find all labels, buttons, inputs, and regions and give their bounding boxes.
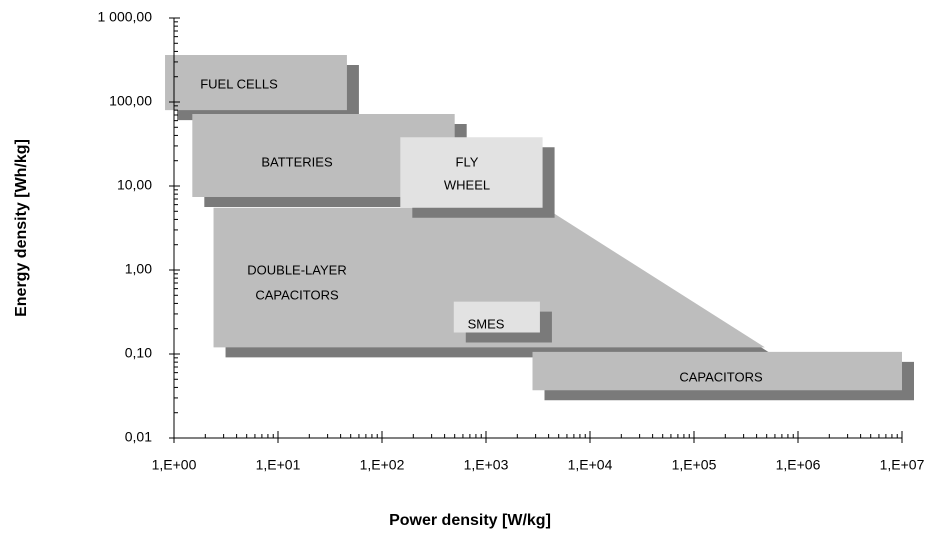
x-tick-label: 1,E+06 [776,457,821,473]
x-tick-label: 1,E+07 [880,457,925,473]
region-label: SMES [468,316,505,331]
region-label: CAPACITORS [679,369,763,384]
region-label: BATTERIES [261,154,333,169]
y-axis-title: Energy density [Wh/kg] [13,139,30,317]
region-label: WHEEL [444,177,490,192]
region [165,54,347,111]
x-tick-label: 1,E+01 [256,457,301,473]
x-tick-label: 1,E+04 [568,457,613,473]
region [532,351,902,391]
x-tick-label: 1,E+00 [152,457,197,473]
region-label: CAPACITORS [255,287,339,302]
y-tick-label: 0,10 [125,345,152,361]
y-tick-label: 10,00 [117,177,152,193]
x-tick-label: 1,E+05 [672,457,717,473]
x-axis-title: Power density [W/kg] [389,512,551,529]
y-tick-label: 1,00 [125,261,152,277]
region [453,301,540,333]
y-tick-label: 100,00 [109,93,152,109]
y-tick-label: 0,01 [125,429,152,445]
x-tick-label: 1,E+02 [360,457,405,473]
y-tick-label: 1 000,00 [98,9,153,25]
region-label: DOUBLE-LAYER [247,262,346,277]
region [400,137,543,208]
region-label: FUEL CELLS [200,76,278,91]
region [213,207,765,348]
x-tick-label: 1,E+03 [464,457,509,473]
region [192,113,455,197]
region-label: FLY [456,154,479,169]
